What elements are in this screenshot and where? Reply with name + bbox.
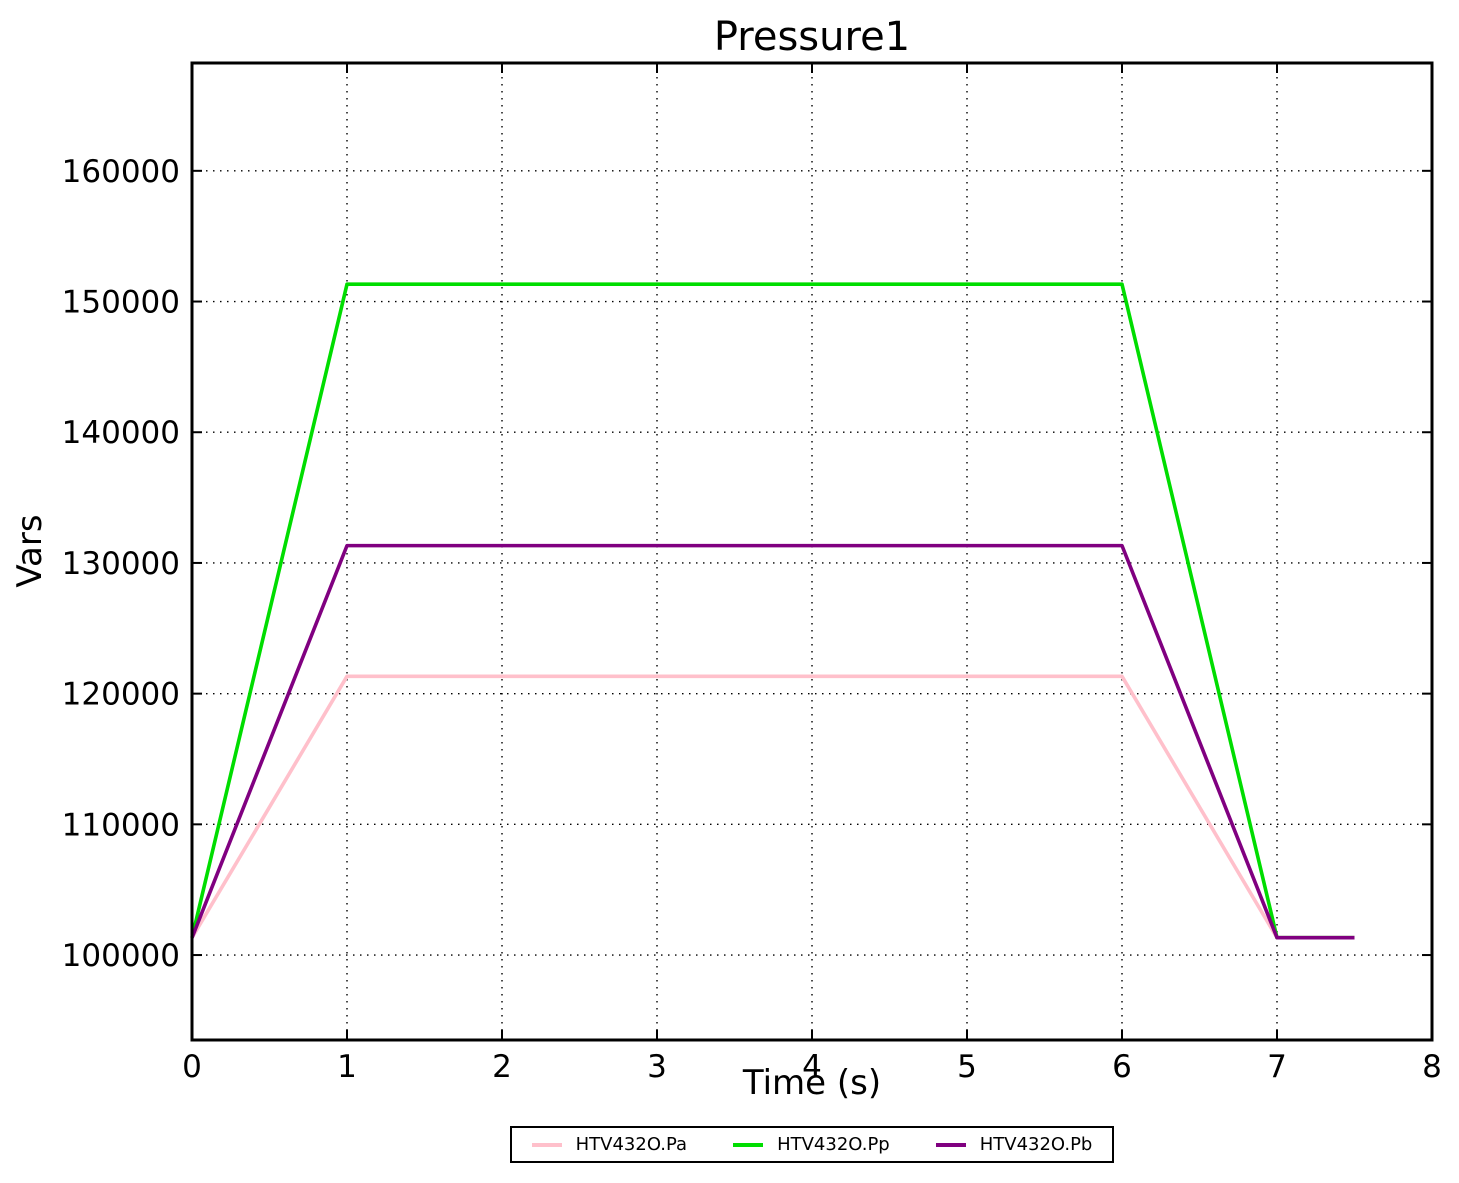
series-line-HTV432O.Pb xyxy=(190,543,1355,940)
x-tick-label: 6 xyxy=(1112,1049,1132,1085)
y-tick-label: 160000 xyxy=(62,154,180,190)
y-tick-label: 110000 xyxy=(62,807,180,843)
legend-box: HTV432O.Pa HTV432O.Pp HTV432O.Pb xyxy=(509,1126,1115,1163)
y-tick-label: 130000 xyxy=(62,546,180,582)
chart-title: Pressure1 xyxy=(713,14,911,60)
axes-spines xyxy=(190,61,1434,1042)
legend-label-pp: HTV432O.Pp xyxy=(777,1134,890,1155)
legend-entry-pa: HTV432O.Pa xyxy=(531,1134,688,1155)
y-tick-label: 120000 xyxy=(62,677,180,713)
legend-line-swatch-pb xyxy=(935,1142,966,1147)
y-axis-label: Vars xyxy=(10,514,50,588)
legend-entry-pp: HTV432O.Pp xyxy=(733,1134,890,1155)
x-axis-label: Time (s) xyxy=(742,1063,882,1103)
x-tick-label: 0 xyxy=(182,1049,202,1085)
x-tick-label: 1 xyxy=(337,1049,357,1085)
legend-line-swatch-pp xyxy=(733,1142,764,1147)
x-tick-label: 7 xyxy=(1267,1049,1287,1085)
x-tick-label: 5 xyxy=(957,1049,977,1085)
x-tick-label: 4 xyxy=(802,1049,822,1085)
x-tick-label: 2 xyxy=(492,1049,512,1085)
legend-label-pb: HTV432O.Pb xyxy=(979,1134,1093,1155)
legend-entry-pb: HTV432O.Pb xyxy=(935,1134,1093,1155)
series-line-HTV432O.Pa xyxy=(190,674,1355,940)
y-tick-label: 150000 xyxy=(62,285,180,321)
legend: HTV432O.Pa HTV432O.Pp HTV432O.Pb xyxy=(192,1126,1432,1163)
y-tick-label: 100000 xyxy=(62,938,180,974)
series-line-HTV432O.Pp xyxy=(190,282,1355,940)
x-tick-label: 3 xyxy=(647,1049,667,1085)
x-tick-label: 8 xyxy=(1422,1049,1442,1085)
legend-line-swatch-pa xyxy=(531,1142,562,1147)
y-tick-label: 140000 xyxy=(62,415,180,451)
legend-label-pa: HTV432O.Pa xyxy=(575,1134,688,1155)
